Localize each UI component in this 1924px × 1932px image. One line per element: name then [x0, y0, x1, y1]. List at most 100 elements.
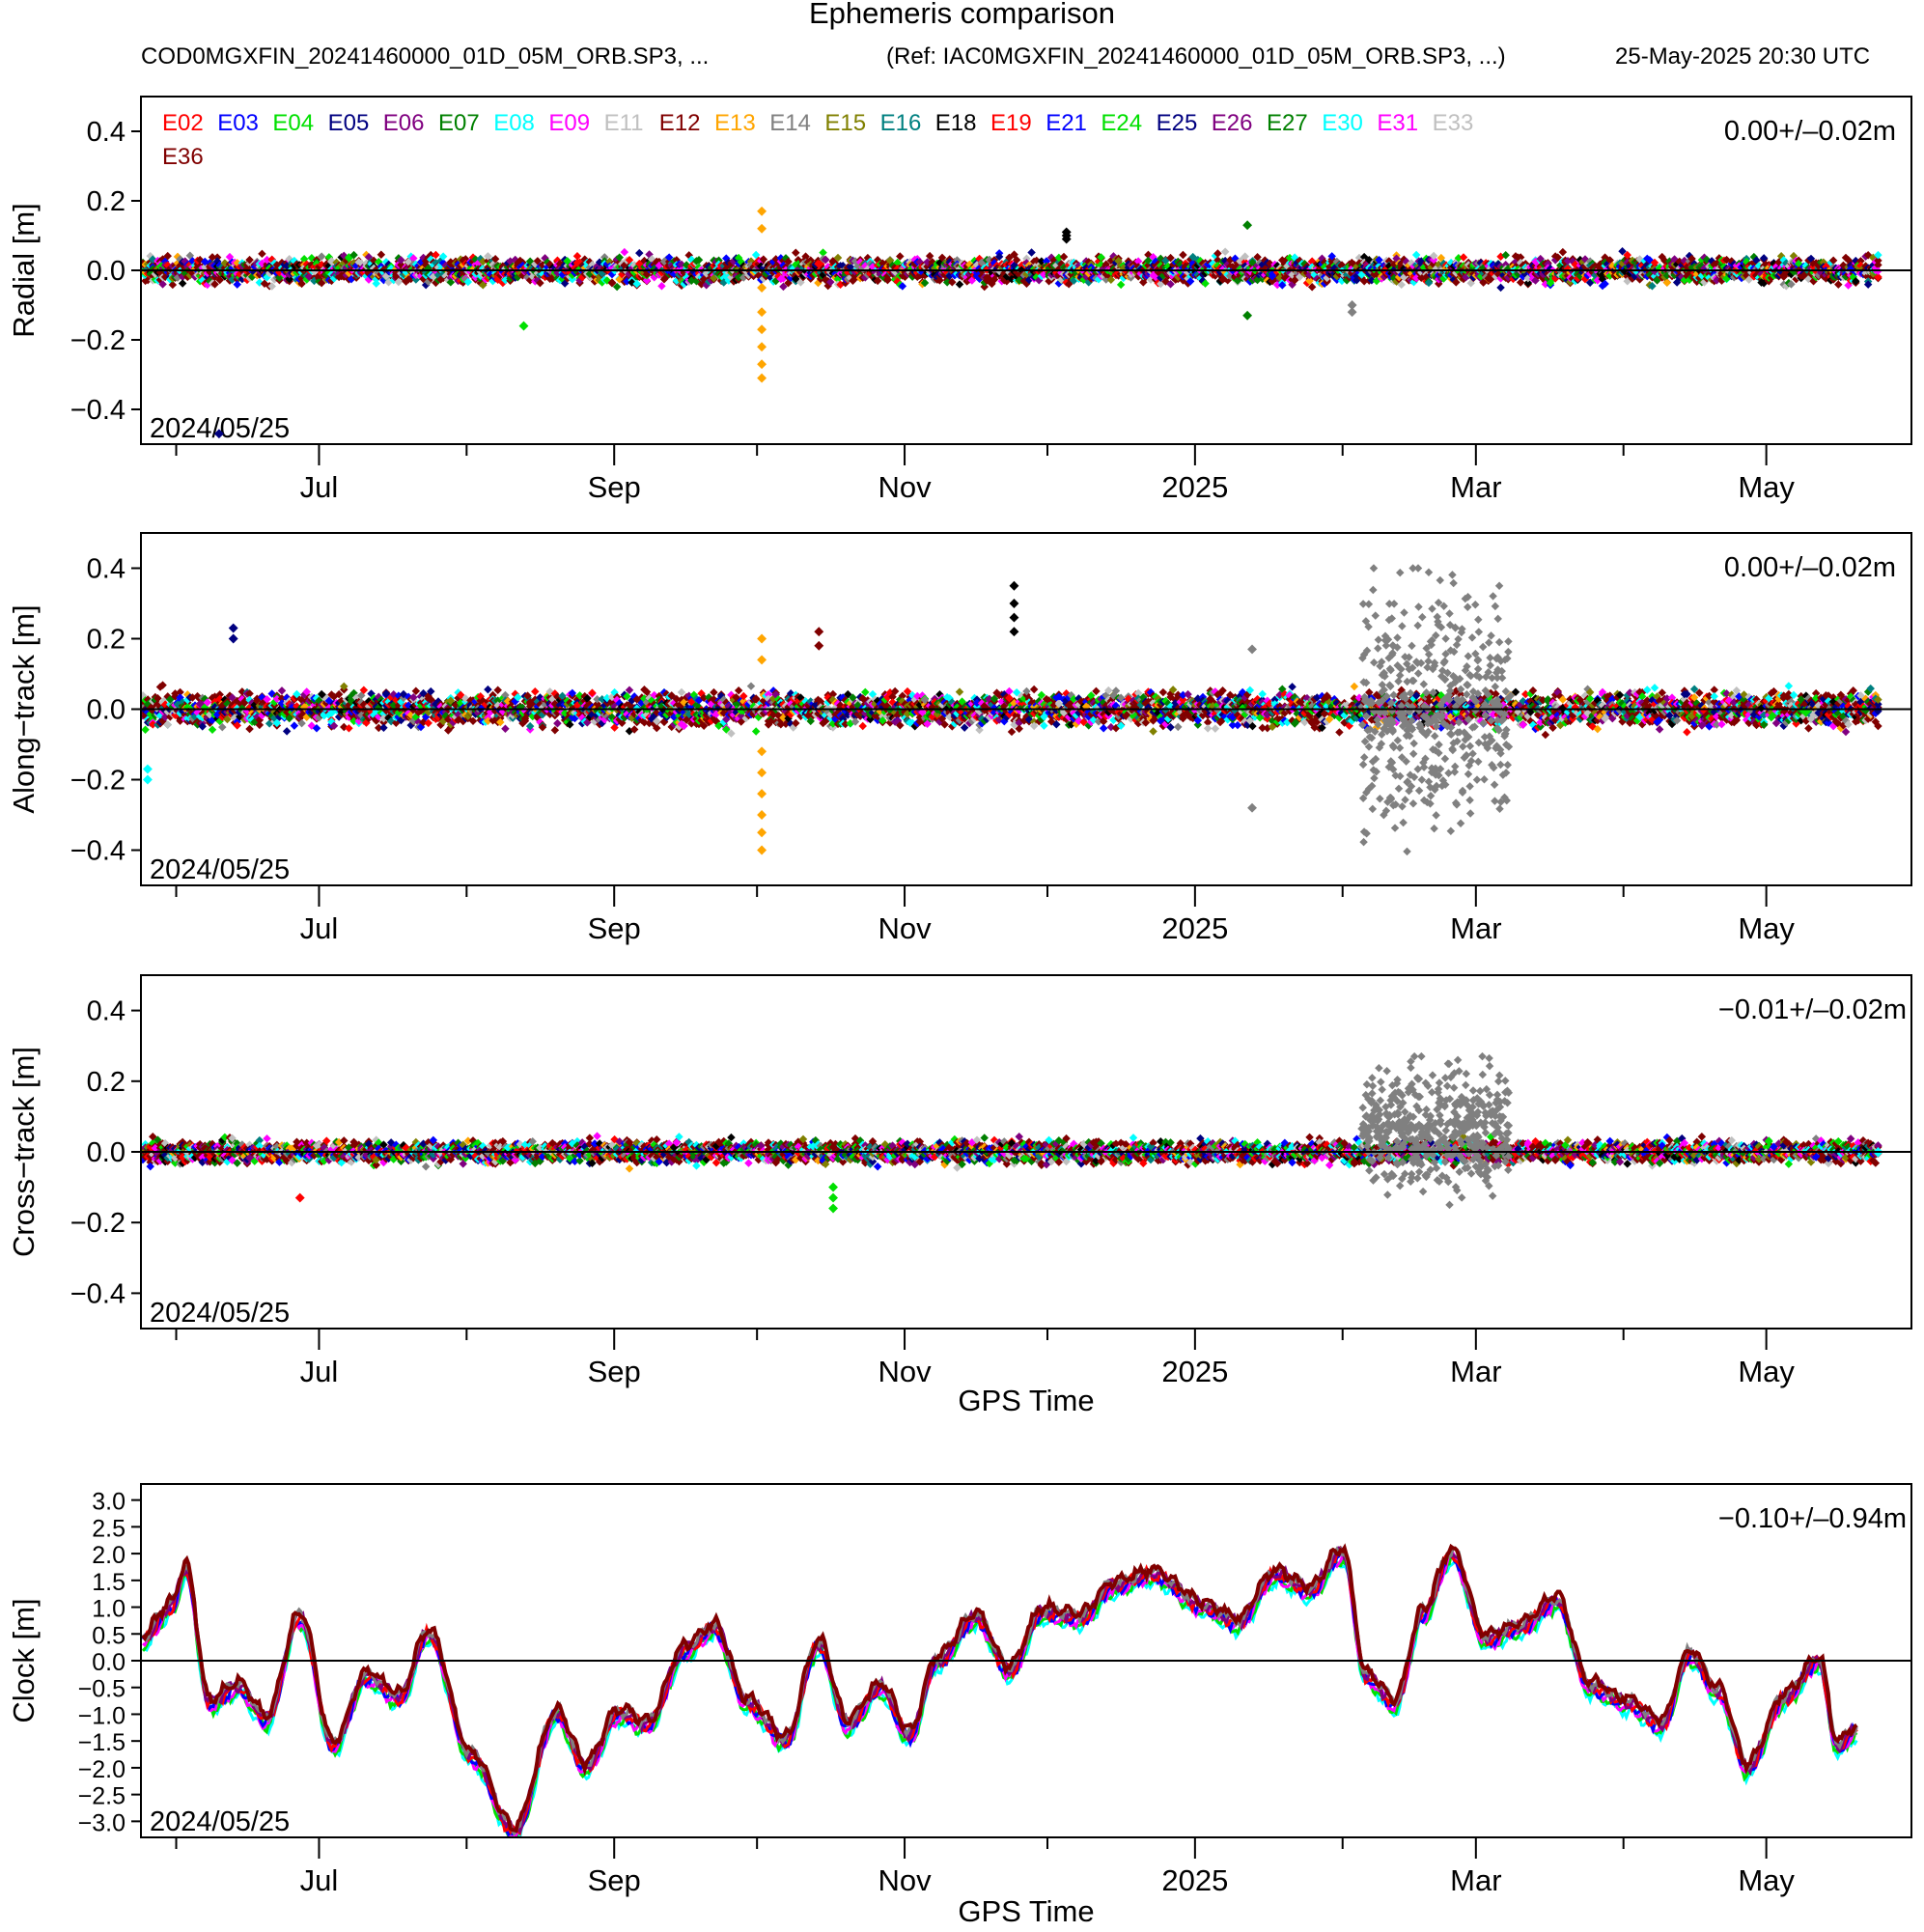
band-point: [632, 279, 641, 289]
band-point: [1116, 280, 1126, 290]
band-point: [1027, 248, 1036, 257]
legend-entry-e11: E11: [604, 110, 644, 136]
y-tick-label: −0.4: [70, 836, 125, 867]
legend: E02 E03 E04 E05 E06 E07 E08 E09 E11 E12 E13 E14 E15 E…: [162, 110, 1473, 170]
x-tick-label: Jul: [300, 470, 339, 504]
band-point: [258, 249, 266, 259]
band-point: [432, 250, 440, 260]
band-point: [446, 278, 456, 287]
file-label: COD0MGXFIN_20241460000_01D_05M_ORB.SP3, …: [141, 43, 710, 70]
band-point: [277, 686, 287, 695]
legend-entry-e06: E06: [383, 110, 425, 136]
y-tick-label: 0.4: [87, 117, 125, 148]
y-tick-label: −0.4: [70, 395, 125, 426]
band-point: [572, 251, 582, 261]
band-point: [635, 248, 644, 258]
outlier-point: [1347, 300, 1357, 310]
band-point: [490, 254, 500, 264]
band-point: [394, 277, 404, 287]
y-tick-label: 0.0: [87, 695, 125, 726]
legend-entry-e26: E26: [1212, 110, 1253, 136]
band-point: [612, 282, 622, 292]
y-tick-label: −0.2: [70, 766, 125, 797]
band-point: [479, 281, 488, 290]
x-tick-label: Sep: [588, 911, 641, 945]
x-tick-label: May: [1738, 470, 1795, 504]
timestamp-label: 25-May-2025 20:30 UTC: [1615, 43, 1871, 70]
figure-title: Ephemeris comparison: [808, 0, 1116, 30]
legend-entry-e25: E25: [1157, 110, 1198, 136]
stat-label: 0.00+/–0.02m: [1724, 552, 1896, 583]
band-point: [1179, 250, 1187, 260]
band-point: [215, 275, 224, 285]
band-point: [615, 253, 624, 262]
band-point: [263, 255, 271, 265]
legend-entry-e16: E16: [880, 110, 922, 136]
band-point: [317, 278, 326, 288]
band-point: [327, 257, 336, 266]
legend-entry-e14: E14: [769, 110, 811, 136]
legend-entry-e09: E09: [548, 110, 590, 136]
y-axis-label: Radial [m]: [7, 203, 41, 338]
legend-entry-e12: E12: [659, 110, 701, 136]
band-point: [317, 252, 326, 261]
outlier-point: [1242, 310, 1253, 321]
legend-entry-e13: E13: [714, 110, 756, 136]
outlier-point: [757, 307, 767, 318]
legend-entry-e15: E15: [824, 110, 866, 136]
band-point: [1059, 252, 1069, 262]
legend-entry-e24: E24: [1101, 110, 1142, 136]
legend-entry-e21: E21: [1046, 110, 1087, 136]
x-tick-label: Nov: [878, 470, 932, 504]
band-point: [1558, 247, 1568, 257]
x-tick-label: May: [1738, 911, 1795, 945]
band-point: [349, 250, 358, 260]
x-tick-label: 2025: [1161, 470, 1228, 504]
outlier-point: [757, 206, 767, 216]
outlier-point: [757, 373, 767, 383]
band-point: [1496, 283, 1505, 293]
legend-entry-e18: E18: [935, 110, 977, 136]
band-point: [372, 279, 380, 288]
band-point: [208, 253, 217, 262]
y-tick-label: 0.4: [87, 554, 125, 585]
band-point: [1834, 280, 1843, 289]
x-tick-label: Nov: [878, 911, 932, 945]
band-point: [397, 256, 405, 265]
outlier-point: [757, 223, 767, 234]
legend-entry-e33: E33: [1433, 110, 1474, 136]
band-point: [427, 250, 435, 260]
band-point: [955, 280, 964, 289]
band-point: [625, 256, 634, 265]
y-tick-label: 0.2: [87, 186, 125, 217]
x-tick-label: Sep: [588, 470, 641, 504]
legend-entry-e19: E19: [990, 110, 1032, 136]
x-tick-label: Mar: [1450, 470, 1501, 504]
band-point: [297, 279, 306, 289]
legend-entry-e31: E31: [1377, 110, 1418, 136]
start-date-label: 2024/05/25: [150, 413, 290, 444]
outlier-point: [757, 283, 767, 293]
band-point: [479, 257, 488, 266]
band-point: [290, 721, 299, 730]
start-date-label: 2024/05/25: [150, 854, 290, 885]
band-point: [210, 280, 219, 289]
band-point: [568, 274, 577, 284]
outlier-point: [757, 342, 767, 352]
band-point: [208, 725, 217, 734]
band-point: [620, 247, 629, 257]
band-point: [158, 280, 167, 289]
legend-entry-e36: E36: [162, 144, 204, 170]
band-point: [484, 252, 492, 261]
band-point: [379, 723, 388, 732]
band-point: [267, 282, 276, 291]
outlier-point: [757, 359, 767, 370]
band-point: [142, 725, 150, 734]
legend-entry-e02: E02: [162, 110, 204, 136]
x-tick-label: 2025: [1161, 911, 1228, 945]
band-point: [1220, 247, 1230, 256]
legend-entry-e04: E04: [272, 110, 314, 136]
band-point: [245, 724, 254, 734]
x-tick-label: Mar: [1450, 911, 1501, 945]
